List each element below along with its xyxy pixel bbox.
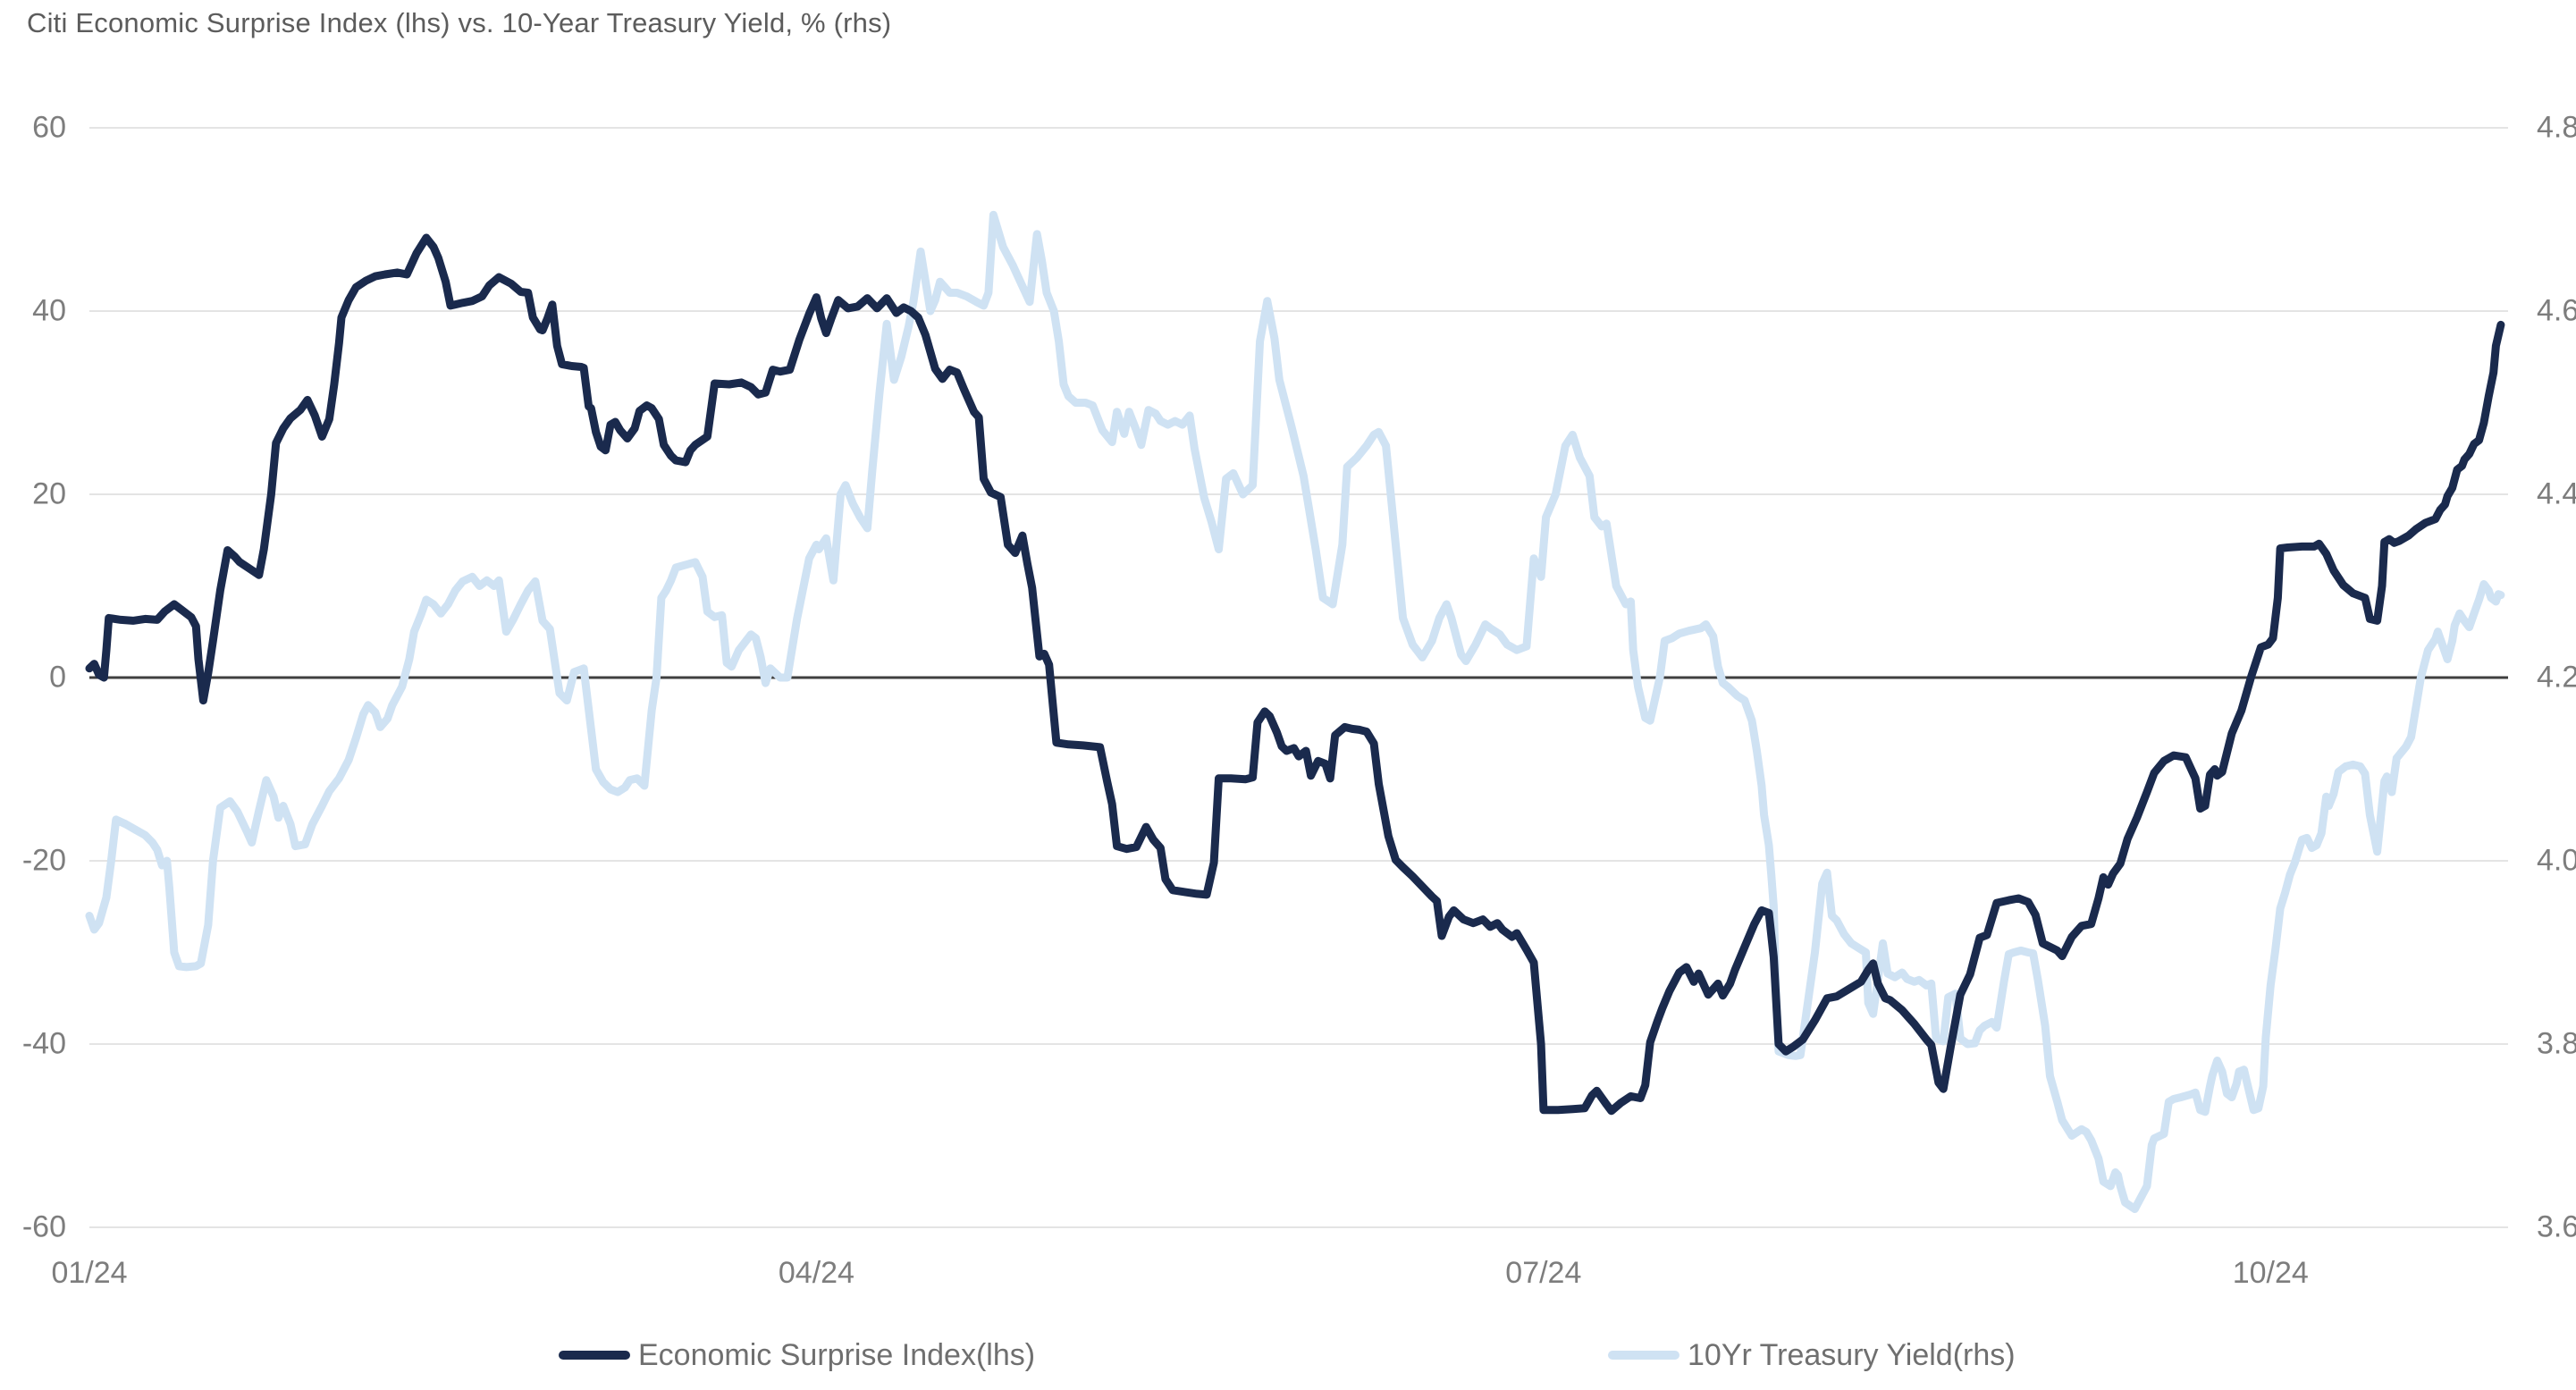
y-axis-left-tick-label: 60	[32, 110, 66, 145]
y-axis-right-tick-label: 3.6	[2537, 1209, 2576, 1244]
series-line-yield	[85, 210, 2505, 1213]
legend-item-esi: Economic Surprise Index(lhs)	[559, 1334, 1035, 1377]
x-axis-tick-label: 04/24	[778, 1256, 854, 1290]
legend-item-yield: 10Yr Treasury Yield(rhs)	[1608, 1334, 2016, 1377]
y-axis-left-tick-label: -20	[21, 843, 66, 878]
y-axis-right-tick-label: 4.8	[2537, 110, 2576, 145]
y-axis-right-tick-label: 4.6	[2537, 293, 2576, 328]
y-axis-left-tick-label: -60	[21, 1209, 66, 1244]
y-axis-left-tick-label: 40	[32, 293, 66, 328]
legend-label-esi: Economic Surprise Index(lhs)	[638, 1337, 1036, 1372]
y-axis-left-tick-label: 20	[32, 476, 66, 511]
chart-title: Citi Economic Surprise Index (lhs) vs. 1…	[27, 7, 892, 38]
legend-line-swatch-yield	[1608, 1351, 1679, 1360]
y-axis-right-tick-label: 4.0	[2537, 843, 2576, 878]
legend: Economic Surprise Index(lhs) 10Yr Treasu…	[0, 1334, 2576, 1377]
y-axis-left-tick-label: 0	[49, 660, 66, 695]
legend-label-yield: 10Yr Treasury Yield(rhs)	[1688, 1337, 2016, 1372]
y-axis-right-tick-label: 3.8	[2537, 1026, 2576, 1061]
series-line-esi	[85, 233, 2505, 1116]
legend-line-swatch-esi	[559, 1351, 630, 1360]
x-axis-tick-label: 10/24	[2232, 1256, 2309, 1290]
x-axis-tick-label: 01/24	[51, 1256, 128, 1290]
y-axis-right-tick-label: 4.4	[2537, 476, 2576, 511]
y-axis-left-tick-label: -40	[21, 1026, 66, 1061]
y-axis-right-tick-label: 4.2	[2537, 660, 2576, 695]
x-axis-tick-label: 07/24	[1505, 1256, 1582, 1290]
